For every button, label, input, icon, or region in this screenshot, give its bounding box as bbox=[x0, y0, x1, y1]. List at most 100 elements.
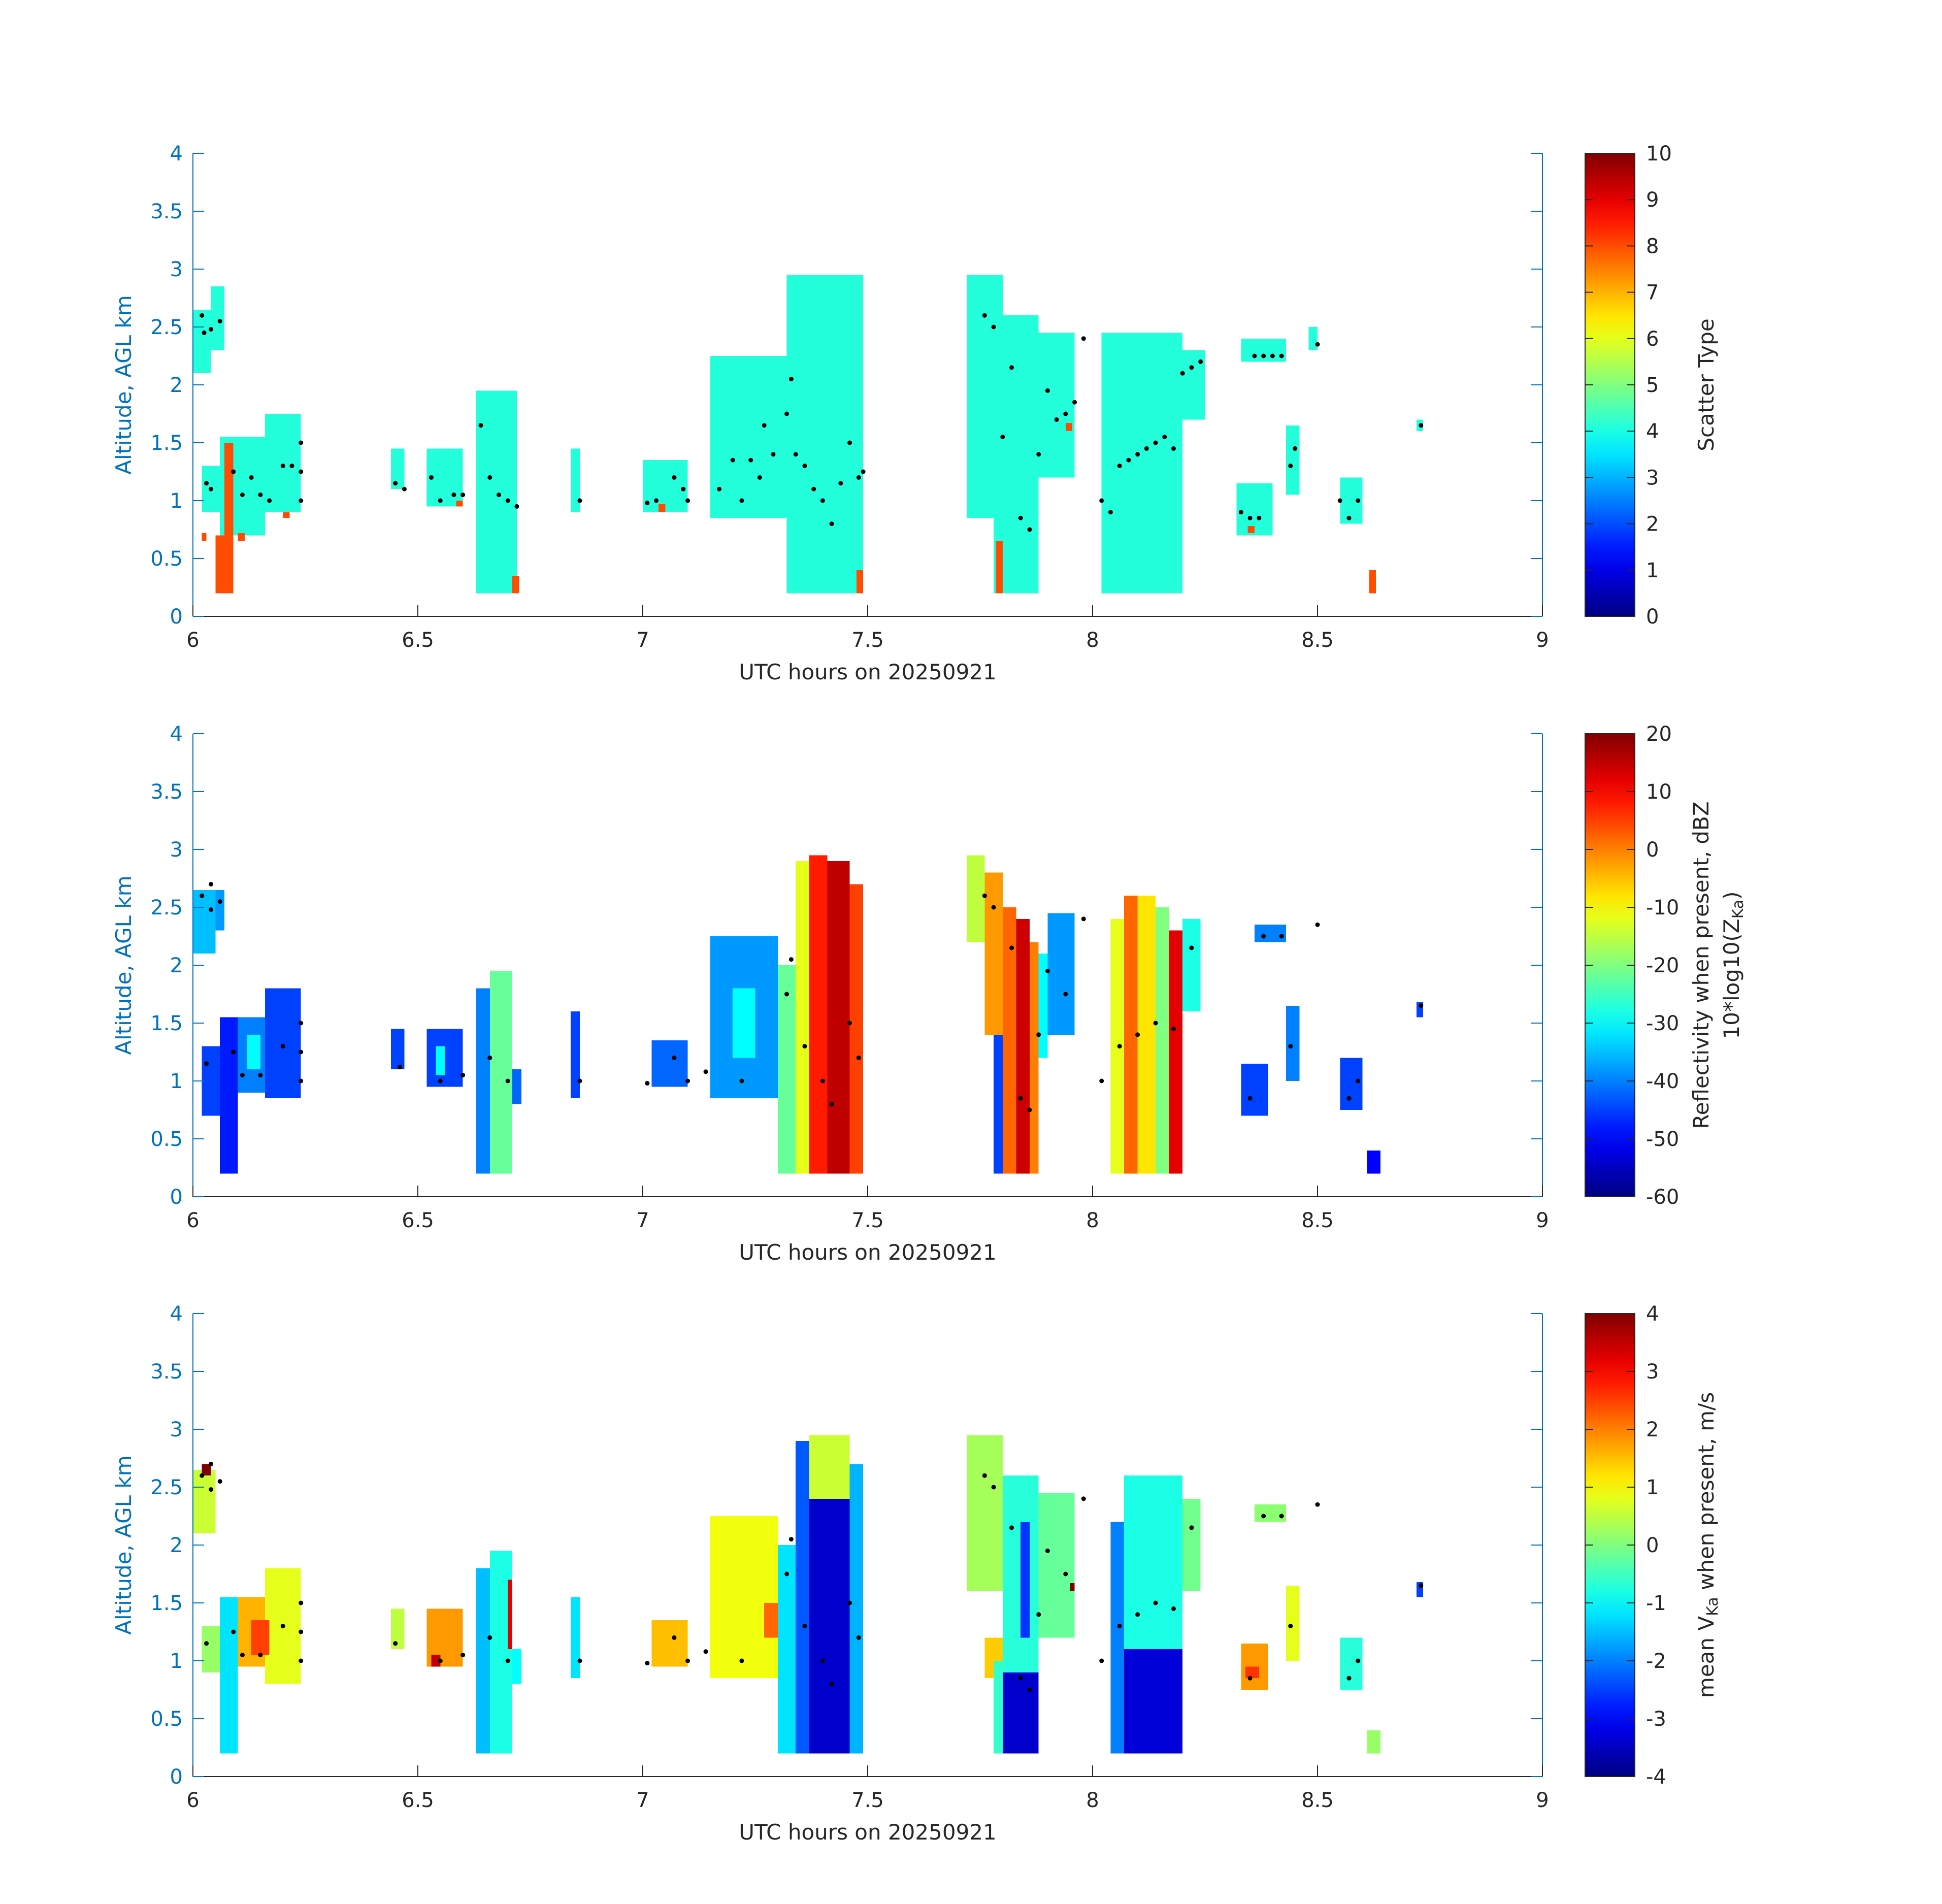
cloud-base-marker bbox=[1315, 342, 1320, 347]
heatmap-cell bbox=[849, 1464, 864, 1754]
colorbar-tick-label: 1 bbox=[1646, 559, 1659, 582]
heatmap-cell bbox=[1110, 1522, 1125, 1754]
cloud-base-marker bbox=[703, 1069, 708, 1074]
cloud-base-marker bbox=[1063, 411, 1068, 416]
cloud-base-marker bbox=[577, 498, 582, 503]
cloud-base-marker bbox=[784, 992, 789, 997]
y-tick-label: 4 bbox=[170, 1302, 183, 1326]
cloud-base-marker bbox=[1198, 359, 1203, 364]
heatmap-cell bbox=[436, 1046, 445, 1075]
cloud-base-marker bbox=[231, 469, 236, 474]
cloud-base-marker bbox=[231, 1049, 236, 1055]
cloud-base-marker bbox=[802, 464, 807, 469]
cloud-base-marker bbox=[1153, 440, 1158, 445]
cloud-base-marker bbox=[505, 1078, 510, 1084]
x-axis-label: UTC hours on 20250921 bbox=[739, 1240, 997, 1265]
heatmap-cell bbox=[247, 1034, 260, 1070]
cloud-base-marker bbox=[982, 893, 987, 898]
cloud-base-marker bbox=[1293, 446, 1298, 451]
heatmap-cell bbox=[651, 1040, 688, 1087]
heatmap-cell bbox=[1182, 1498, 1201, 1592]
heatmap-cell bbox=[283, 512, 290, 518]
y-tick-label: 2.5 bbox=[150, 896, 183, 920]
heatmap-cell bbox=[1247, 526, 1255, 533]
cloud-base-marker bbox=[730, 457, 735, 463]
cloud-base-marker bbox=[289, 464, 294, 469]
heatmap-cell bbox=[265, 414, 301, 512]
heatmap-cell bbox=[1124, 1475, 1183, 1650]
cloud-base-marker bbox=[1036, 452, 1041, 457]
cloud-base-marker bbox=[1189, 945, 1194, 950]
cloud-base-marker bbox=[793, 452, 798, 457]
cloud-base-marker bbox=[505, 498, 510, 503]
cloud-base-marker bbox=[460, 1073, 466, 1078]
cloud-base-marker bbox=[788, 1537, 794, 1542]
cloud-base-marker bbox=[1081, 916, 1086, 922]
colorbar-tick-label: 3 bbox=[1646, 466, 1659, 489]
y-tick-label: 1.5 bbox=[150, 1592, 183, 1615]
cloud-base-marker bbox=[1346, 515, 1352, 520]
cloud-base-marker bbox=[429, 475, 434, 480]
heatmap-cell bbox=[220, 1017, 238, 1174]
cloud-base-marker bbox=[204, 1061, 209, 1066]
heatmap-cell bbox=[1254, 925, 1286, 942]
cloud-base-marker bbox=[240, 1073, 245, 1078]
x-tick-label: 8 bbox=[1086, 1789, 1099, 1812]
cloud-base-marker bbox=[1238, 510, 1243, 515]
cloud-base-marker bbox=[1018, 1676, 1023, 1681]
heatmap-cell bbox=[476, 988, 490, 1174]
cloud-base-marker bbox=[991, 1485, 996, 1490]
cloud-base-marker bbox=[202, 330, 207, 335]
cloud-base-marker bbox=[1356, 498, 1361, 503]
y-tick-label: 1 bbox=[170, 1070, 183, 1093]
colorbar-tick-label: -3 bbox=[1646, 1708, 1666, 1731]
colorbar-tick-label: 5 bbox=[1646, 374, 1659, 397]
heatmap-cell bbox=[1065, 423, 1073, 432]
cloud-base-marker bbox=[645, 1081, 650, 1086]
cloud-base-marker bbox=[208, 327, 213, 332]
cloud-base-marker bbox=[1117, 1044, 1122, 1049]
cloud-base-marker bbox=[784, 411, 789, 416]
x-tick-label: 8.5 bbox=[1301, 1789, 1334, 1812]
heatmap-cell bbox=[764, 1603, 778, 1638]
cloud-base-marker bbox=[208, 1461, 213, 1466]
heatmap-cell bbox=[1002, 1672, 1039, 1754]
cloud-base-marker bbox=[685, 1078, 690, 1084]
heatmap-cell bbox=[390, 448, 405, 489]
cloud-base-marker bbox=[811, 486, 816, 491]
cloud-base-marker bbox=[208, 1487, 213, 1492]
cloud-base-marker bbox=[861, 469, 866, 474]
cloud-base-marker bbox=[299, 1049, 304, 1055]
colorbar-tick-label: 20 bbox=[1646, 723, 1672, 746]
cloud-base-marker bbox=[1171, 1026, 1176, 1031]
cloud-base-marker bbox=[1135, 1612, 1140, 1617]
cloud-base-marker bbox=[514, 504, 519, 509]
heatmap-cell bbox=[651, 1620, 688, 1667]
cloud-base-marker bbox=[402, 486, 407, 491]
heatmap-cell bbox=[571, 1011, 580, 1099]
x-tick-label: 6.5 bbox=[402, 1789, 434, 1812]
cloud-base-marker bbox=[1117, 464, 1122, 469]
heatmap-cell bbox=[512, 1069, 521, 1104]
heatmap-cell bbox=[431, 1655, 441, 1667]
x-tick-label: 7.5 bbox=[851, 629, 884, 652]
y-tick-label: 3 bbox=[170, 258, 183, 281]
cloud-base-marker bbox=[1171, 1606, 1176, 1611]
cloud-base-marker bbox=[460, 493, 466, 498]
cloud-base-marker bbox=[1180, 371, 1185, 376]
cloud-base-marker bbox=[838, 481, 843, 486]
heatmap-cell bbox=[849, 884, 864, 1174]
cloud-base-marker bbox=[856, 1635, 861, 1640]
cloud-base-marker bbox=[200, 1473, 205, 1478]
cloud-base-marker bbox=[438, 1078, 443, 1084]
cloud-base-marker bbox=[1279, 1514, 1284, 1519]
cloud-base-marker bbox=[204, 481, 209, 486]
cloud-base-marker bbox=[1189, 1525, 1194, 1530]
cloud-base-marker bbox=[856, 1055, 861, 1060]
cloud-base-marker bbox=[829, 521, 834, 527]
heatmap-cell bbox=[1156, 907, 1169, 1174]
colorbar-tick-label: -10 bbox=[1646, 896, 1679, 920]
y-tick-label: 3.5 bbox=[150, 200, 183, 223]
colorbar-gradient bbox=[1585, 153, 1635, 617]
cloud-base-marker bbox=[299, 1600, 304, 1605]
